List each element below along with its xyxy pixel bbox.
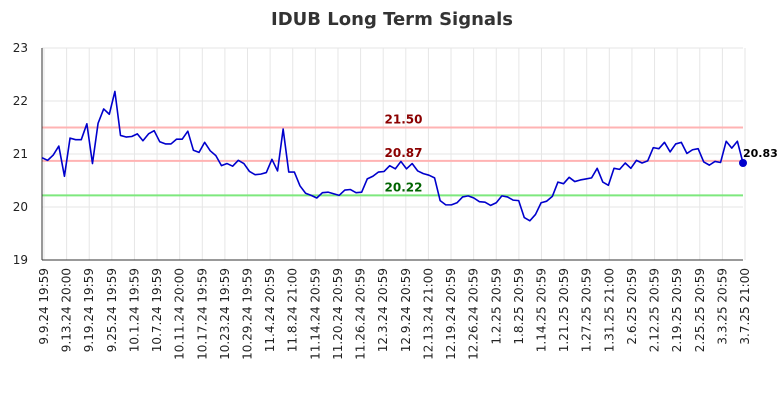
series-line	[41, 90, 744, 222]
level-lines	[42, 126, 743, 197]
level-label: 20.87	[385, 146, 423, 160]
x-axis-ticks: 9.9.24 19:59 9.13.24 20:00 9.19.24 19:59 9.…	[37, 268, 752, 360]
level-label: 20.22	[385, 180, 423, 194]
x-tick-label: 10.17.24 19:59	[195, 268, 209, 360]
x-tick-label: 11.4.24 20:59	[263, 268, 277, 352]
level-labels: 21.50 20.87 20.22	[385, 113, 423, 195]
x-tick-label: 10.11.24 20:00	[173, 268, 187, 360]
x-tick-label: 11.8.24 21:00	[286, 268, 300, 352]
x-tick-label: 9.13.24 20:00	[60, 268, 74, 352]
x-tick-label: 1.2.25 20:59	[489, 268, 503, 345]
x-tick-label: 2.6.25 20:59	[625, 268, 639, 345]
x-tick-label: 9.9.24 19:59	[37, 268, 51, 345]
x-tick-label: 12.9.24 20:59	[399, 268, 413, 352]
x-tick-label: 10.1.24 19:59	[127, 268, 141, 352]
x-tick-label: 12.26.24 20:59	[467, 268, 481, 360]
x-tick-label: 11.26.24 20:59	[354, 268, 368, 360]
level-label: 21.50	[385, 113, 423, 127]
x-tick-label: 9.19.24 19:59	[82, 268, 96, 352]
y-tick-label: 19	[13, 253, 28, 267]
x-tick-label: 10.7.24 19:59	[150, 268, 164, 352]
y-axis-ticks: 19 20 21 22 23	[13, 41, 28, 267]
x-tick-label: 2.12.25 20:59	[648, 268, 662, 352]
grid	[42, 47, 746, 261]
x-tick-label: 1.14.25 20:59	[534, 268, 548, 352]
x-tick-label: 1.31.25 21:00	[602, 268, 616, 352]
y-tick-label: 22	[13, 94, 28, 108]
y-tick-label: 23	[13, 41, 28, 55]
series-group: 20.83	[41, 90, 778, 222]
x-tick-label: 1.8.25 20:59	[512, 268, 526, 345]
x-tick-label: 10.29.24 19:59	[241, 268, 255, 360]
last-point	[739, 159, 747, 168]
x-tick-label: 1.21.25 20:59	[557, 268, 571, 352]
x-tick-label: 9.25.24 19:59	[105, 268, 119, 352]
x-tick-label: 2.19.25 20:59	[670, 268, 684, 352]
x-tick-label: 2.25.25 20:59	[693, 268, 707, 352]
x-tick-label: 11.14.24 20:59	[308, 268, 322, 360]
chart-title: IDUB Long Term Signals	[271, 9, 513, 30]
x-tick-label: 12.19.24 20:59	[444, 268, 458, 360]
x-tick-label: 3.7.25 21:00	[738, 268, 752, 345]
y-tick-label: 21	[13, 147, 28, 161]
x-tick-label: 3.3.25 20:59	[715, 268, 729, 345]
axes	[41, 48, 743, 261]
x-tick-label: 12.3.24 20:59	[376, 268, 390, 352]
y-tick-label: 20	[13, 200, 28, 214]
last-value-label: 20.83	[743, 147, 778, 160]
x-tick-label: 1.27.25 20:59	[580, 268, 594, 352]
x-tick-label: 12.13.24 21:00	[421, 268, 435, 360]
x-tick-label: 10.23.24 19:59	[218, 268, 232, 360]
x-tick-label: 11.20.24 20:59	[331, 268, 345, 360]
